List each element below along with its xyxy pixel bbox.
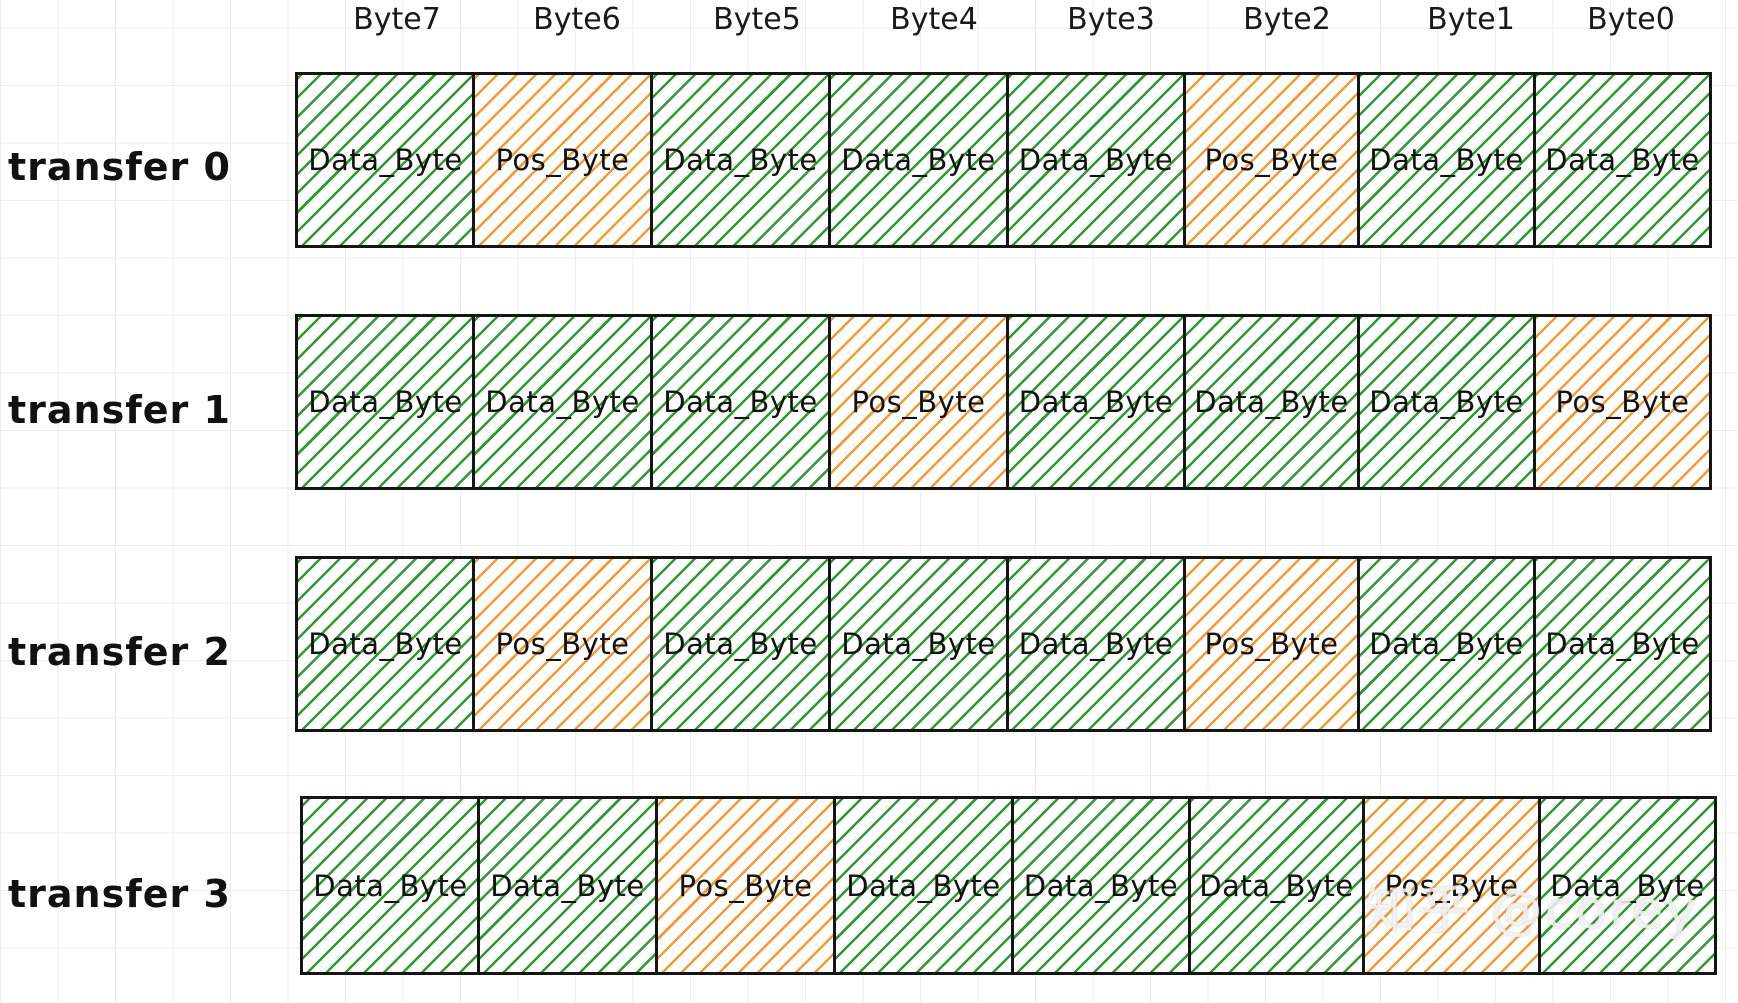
cell-label: Pos_Byte: [1555, 385, 1690, 419]
col-header-byte2: Byte2: [1243, 2, 1331, 37]
cell-label: Pos_Byte: [495, 143, 630, 177]
cell-transfer-1-byte3: Data_Byte: [1006, 314, 1186, 490]
cell-label: Data_Byte: [846, 868, 1001, 903]
cell-label: Data_Byte: [1199, 868, 1354, 903]
col-header-byte3: Byte3: [1067, 2, 1155, 37]
cell-label: Pos_Byte: [851, 385, 986, 419]
cell-label: Data_Byte: [841, 143, 996, 177]
cell-label: Data_Byte: [1369, 143, 1524, 177]
cell-label: Data_Byte: [1369, 385, 1524, 419]
cell-label: Data_Byte: [1545, 143, 1700, 177]
cell-transfer-3-byte7: Data_Byte: [300, 796, 481, 975]
col-header-byte6: Byte6: [533, 2, 621, 37]
cell-transfer-3-byte1: Pos_Byte: [1362, 796, 1541, 975]
col-header-byte5: Byte5: [713, 2, 801, 37]
cell-label: Data_Byte: [663, 143, 818, 177]
cell-transfer-3-byte0: Data_Byte: [1538, 796, 1717, 975]
cell-transfer-2-byte0: Data_Byte: [1533, 556, 1712, 732]
cell-transfer-1-byte7: Data_Byte: [295, 314, 476, 490]
row-label-transfer-3: transfer 3: [8, 872, 231, 916]
cell-transfer-0-byte3: Data_Byte: [1006, 72, 1186, 248]
cell-transfer-1-byte1: Data_Byte: [1357, 314, 1536, 490]
cell-label: Data_Byte: [308, 627, 463, 661]
cell-label: Pos_Byte: [495, 627, 630, 661]
cell-transfer-1-byte4: Pos_Byte: [828, 314, 1009, 490]
cell-transfer-1-byte5: Data_Byte: [650, 314, 831, 490]
cell-transfer-3-byte3: Data_Byte: [1011, 796, 1191, 975]
cell-label: Data_Byte: [1018, 385, 1174, 419]
cell-label: Data_Byte: [1018, 627, 1174, 661]
cell-label: Data_Byte: [841, 627, 996, 661]
cell-transfer-2-byte7: Data_Byte: [295, 556, 476, 732]
cell-label: Data_Byte: [1545, 627, 1700, 661]
cell-transfer-2-byte2: Pos_Byte: [1183, 556, 1360, 732]
cell-transfer-0-byte0: Data_Byte: [1533, 72, 1712, 248]
cell-transfer-0-byte2: Pos_Byte: [1183, 72, 1360, 248]
cell-transfer-1-byte0: Pos_Byte: [1533, 314, 1712, 490]
cell-label: Data_Byte: [1018, 143, 1174, 177]
cell-label: Data_Byte: [308, 143, 463, 177]
col-header-byte7: Byte7: [353, 2, 441, 37]
cell-label: Pos_Byte: [678, 868, 813, 903]
cell-label: Data_Byte: [485, 385, 640, 419]
cell-label: Data_Byte: [1550, 868, 1705, 903]
cell-transfer-3-byte2: Data_Byte: [1188, 796, 1365, 975]
cell-label: Data_Byte: [1023, 868, 1179, 903]
cell-label: Data_Byte: [490, 868, 645, 903]
cell-label: Data_Byte: [663, 627, 818, 661]
cell-transfer-2-byte6: Pos_Byte: [472, 556, 653, 732]
watermark: 知乎 @corey: [1364, 881, 1698, 941]
cell-transfer-0-byte1: Data_Byte: [1357, 72, 1536, 248]
cell-transfer-2-byte5: Data_Byte: [650, 556, 831, 732]
cell-label: Data_Byte: [1194, 385, 1349, 419]
cell-label: Pos_Byte: [1204, 627, 1339, 661]
cell-label: Data_Byte: [1369, 627, 1524, 661]
cell-transfer-1-byte2: Data_Byte: [1183, 314, 1360, 490]
cell-transfer-2-byte1: Data_Byte: [1357, 556, 1536, 732]
cell-transfer-0-byte5: Data_Byte: [650, 72, 831, 248]
cell-transfer-0-byte7: Data_Byte: [295, 72, 476, 248]
cell-label: Data_Byte: [308, 385, 463, 419]
cell-transfer-3-byte6: Data_Byte: [477, 796, 658, 975]
cell-transfer-3-byte4: Data_Byte: [833, 796, 1014, 975]
row-label-transfer-0: transfer 0: [8, 145, 231, 189]
col-header-byte1: Byte1: [1427, 2, 1515, 37]
cell-label: Data_Byte: [313, 868, 468, 903]
cell-transfer-3-byte5: Pos_Byte: [655, 796, 836, 975]
cell-label: Pos_Byte: [1204, 143, 1339, 177]
col-header-byte0: Byte0: [1587, 2, 1675, 37]
row-label-transfer-2: transfer 2: [8, 630, 231, 674]
cell-label: Data_Byte: [663, 385, 818, 419]
cell-transfer-0-byte4: Data_Byte: [828, 72, 1009, 248]
row-label-transfer-1: transfer 1: [8, 388, 231, 432]
cell-transfer-2-byte4: Data_Byte: [828, 556, 1009, 732]
cell-transfer-2-byte3: Data_Byte: [1006, 556, 1186, 732]
cell-transfer-1-byte6: Data_Byte: [472, 314, 653, 490]
col-header-byte4: Byte4: [890, 2, 978, 37]
cell-transfer-0-byte6: Pos_Byte: [472, 72, 653, 248]
cell-label: Pos_Byte: [1384, 868, 1519, 903]
